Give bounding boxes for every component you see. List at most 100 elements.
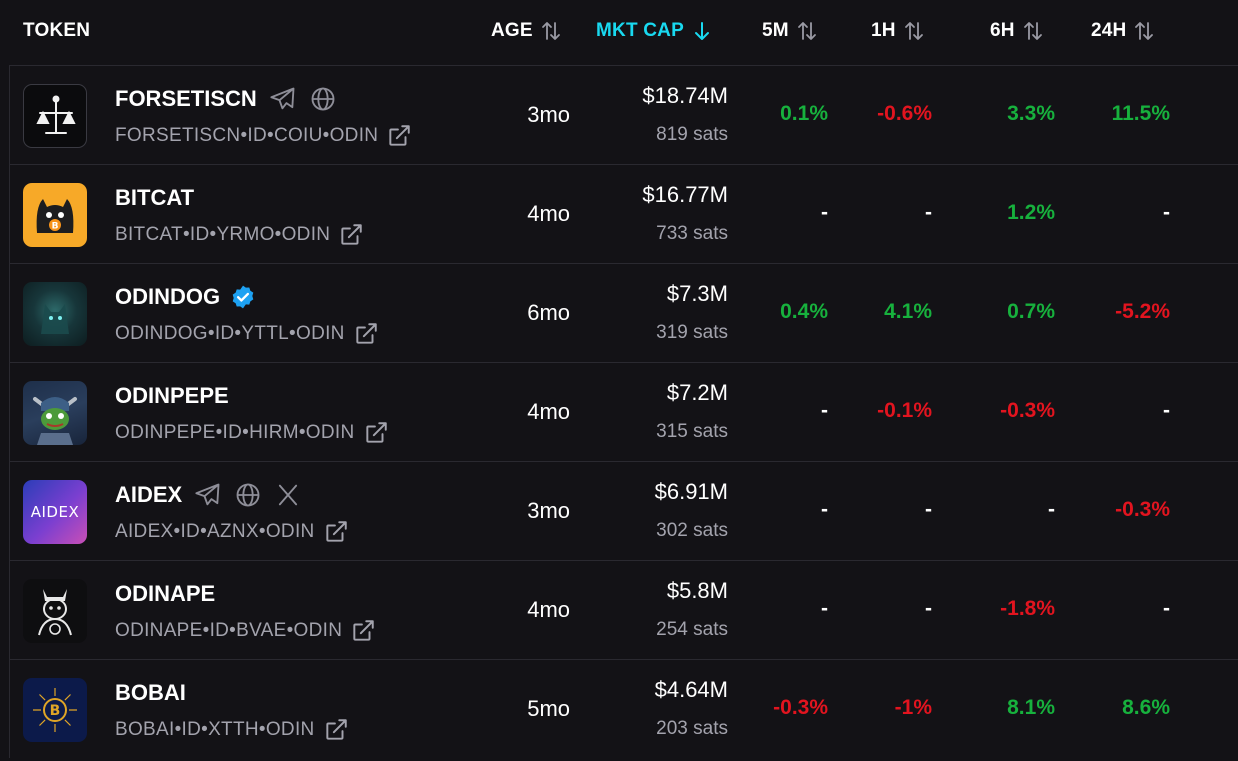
table-row[interactable]: ODINAPE ODINAPE•ID•BVAE•ODIN 4mo $5.8M 2… <box>10 560 1238 659</box>
token-name[interactable]: FORSETISCN <box>115 86 257 111</box>
change-6h: - <box>1048 498 1055 521</box>
token-id: BITCAT•ID•YRMO•ODIN <box>115 224 331 245</box>
token-table: FORSETISCN FORSETISCN•ID•COIU•ODIN 3mo $… <box>9 65 1238 758</box>
change-1h: -0.1% <box>877 399 932 422</box>
change-5m: - <box>821 597 828 620</box>
column-header-mkt-cap[interactable]: MKT CAP <box>596 16 714 46</box>
market-cap: $7.2M <box>666 380 728 405</box>
ape-logo-icon <box>38 589 72 636</box>
globe-icon[interactable] <box>309 85 337 113</box>
verified-badge-icon <box>232 285 254 309</box>
external-link-icon[interactable] <box>353 321 379 347</box>
change-6h: 3.3% <box>1007 102 1055 125</box>
external-link-icon[interactable] <box>338 222 364 248</box>
external-link-icon[interactable] <box>386 123 412 149</box>
globe-icon[interactable] <box>234 481 262 509</box>
external-link-icon[interactable] <box>323 717 349 743</box>
aidex-logo-text: AIDEX <box>30 503 80 521</box>
price-sats: 819 sats <box>656 124 728 145</box>
sort-icon <box>904 22 923 40</box>
external-link-icon[interactable] <box>363 420 389 446</box>
token-age: 4mo <box>527 201 570 226</box>
token-id: AIDEX•ID•AZNX•ODIN <box>115 521 315 542</box>
pepe-logo-icon <box>33 397 77 445</box>
token-name[interactable]: ODINDOG <box>115 284 221 309</box>
market-cap: $7.3M <box>666 281 728 306</box>
change-1h: -1% <box>894 696 932 719</box>
change-24h: - <box>1163 597 1170 620</box>
sort-icon <box>797 22 816 40</box>
sort-icon <box>1023 22 1042 40</box>
token-name[interactable]: BITCAT <box>115 185 195 210</box>
table-row[interactable]: AIDEX AIDEX AIDEX•ID•AZNX•ODIN 3mo $6.91… <box>10 461 1238 560</box>
price-sats: 302 sats <box>656 520 728 541</box>
token-age: 3mo <box>527 498 570 523</box>
scales-logo-icon <box>36 95 76 134</box>
token-id: FORSETISCN•ID•COIU•ODIN <box>115 125 379 146</box>
price-sats: 315 sats <box>656 421 728 442</box>
change-6h: -0.3% <box>1000 399 1055 422</box>
market-cap: $16.77M <box>642 182 728 207</box>
token-name[interactable]: AIDEX <box>115 482 183 507</box>
token-age: 3mo <box>527 102 570 127</box>
change-1h: - <box>925 597 932 620</box>
sort-icon <box>541 22 560 40</box>
token-name[interactable]: BOBAI <box>115 680 186 705</box>
token-age: 5mo <box>527 696 570 721</box>
change-5m: 0.1% <box>780 102 828 125</box>
table-row[interactable]: ODINDOG ODINDOG•ID•YTTL•ODIN 6mo $7.3M 3… <box>10 263 1238 362</box>
token-logo <box>23 84 87 148</box>
sort-icon <box>1135 22 1154 40</box>
column-header-age[interactable]: AGE <box>491 16 563 46</box>
column-header-token: TOKEN <box>23 20 91 41</box>
token-name[interactable]: ODINAPE <box>115 581 216 606</box>
change-5m: - <box>821 201 828 224</box>
change-24h: - <box>1163 399 1170 422</box>
table-row[interactable]: B BOBAI BOBAI•ID•XTTH•ODIN 5mo $4.64M 20… <box>10 659 1238 758</box>
table-row[interactable]: ODINPEPE ODINPEPE•ID•HIRM•ODIN 4mo $7.2M… <box>10 362 1238 461</box>
token-logo <box>23 579 87 643</box>
market-cap: $5.8M <box>666 578 728 603</box>
token-logo: AIDEX <box>23 480 87 544</box>
change-1h: - <box>925 498 932 521</box>
market-cap: $4.64M <box>654 677 728 702</box>
change-24h: - <box>1163 201 1170 224</box>
price-sats: 319 sats <box>656 322 728 343</box>
column-header-6h[interactable]: 6H <box>990 16 1045 46</box>
telegram-icon[interactable] <box>194 481 222 509</box>
x-icon[interactable] <box>274 481 302 509</box>
arrow-down-icon <box>694 22 709 40</box>
token-age: 4mo <box>527 597 570 622</box>
telegram-icon[interactable] <box>269 85 297 113</box>
external-link-icon[interactable] <box>323 519 349 545</box>
price-sats: 254 sats <box>656 619 728 640</box>
token-logo: B <box>23 678 87 742</box>
change-6h: 1.2% <box>1007 201 1055 224</box>
table-header: TOKEN AGE MKT CAP 5M 1H 6H 24H <box>0 0 1238 64</box>
svg-text:B: B <box>52 222 59 232</box>
token-age: 6mo <box>527 300 570 325</box>
token-logo: B <box>23 183 87 247</box>
token-logo <box>23 282 87 346</box>
market-cap: $18.74M <box>642 83 728 108</box>
change-1h: - <box>925 201 932 224</box>
column-header-1h[interactable]: 1H <box>871 16 926 46</box>
svg-text:B: B <box>50 703 61 719</box>
token-logo <box>23 381 87 445</box>
change-24h: -5.2% <box>1115 300 1170 323</box>
change-5m: 0.4% <box>780 300 828 323</box>
external-link-icon[interactable] <box>350 618 376 644</box>
token-name[interactable]: ODINPEPE <box>115 383 229 408</box>
change-24h: 8.6% <box>1122 696 1170 719</box>
token-id: ODINAPE•ID•BVAE•ODIN <box>115 620 343 641</box>
bitcoin-sun-logo-icon: B <box>33 688 77 732</box>
column-header-24h[interactable]: 24H <box>1091 16 1156 46</box>
table-row[interactable]: FORSETISCN FORSETISCN•ID•COIU•ODIN 3mo $… <box>10 65 1238 164</box>
column-header-5m[interactable]: 5M <box>762 16 819 46</box>
price-sats: 203 sats <box>656 718 728 739</box>
change-24h: -0.3% <box>1115 498 1170 521</box>
market-cap: $6.91M <box>654 479 728 504</box>
dog-logo-icon <box>41 304 69 334</box>
price-sats: 733 sats <box>656 223 728 244</box>
table-row[interactable]: B BITCAT BITCAT•ID•YRMO•ODIN 4mo $16.77M… <box>10 164 1238 263</box>
